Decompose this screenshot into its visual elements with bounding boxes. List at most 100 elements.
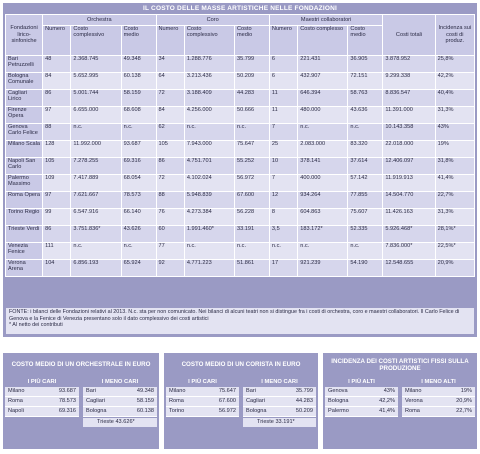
mini-table: Milano 75.647 Roma 67.600 Torino 56.972 bbox=[166, 387, 239, 417]
table-cell: 11 bbox=[268, 89, 299, 107]
fondazione-name: Cagliari Lirico bbox=[4, 89, 44, 107]
table-cell: n.c. bbox=[234, 123, 270, 141]
city-value: 35.799 bbox=[282, 387, 316, 397]
col-head-piu-alti: I PIÙ ALTI bbox=[348, 379, 375, 385]
city-value: 69.316 bbox=[41, 406, 79, 417]
table-cell: 6.547.916 bbox=[70, 208, 122, 226]
incidenza-box: INCIDENZA DEI COSTI ARTISTICI FISSI SULL… bbox=[323, 353, 477, 449]
table-row: Genova Carlo Felice 88 n.c. n.c. 62 n.c. n.c. 7… bbox=[4, 123, 476, 141]
col-head-meno-cari: I MENO CARI bbox=[101, 379, 139, 385]
fondazione-name: Milano Scala bbox=[4, 140, 44, 158]
table-cell: 5.926.468* bbox=[382, 225, 436, 243]
list-item: Roma 22,7% bbox=[402, 406, 475, 417]
table-cell: 432.907 bbox=[297, 72, 349, 90]
table-cell: 604.863 bbox=[297, 208, 349, 226]
table-cell: 14.504.770 bbox=[382, 191, 436, 209]
table-cell: 105 bbox=[155, 140, 185, 158]
header-costo-medio: Costo medio bbox=[120, 25, 157, 56]
table-cell: 2.368.745 bbox=[70, 55, 122, 73]
table-cell: 9.299.338 bbox=[382, 72, 436, 90]
table-cell: 128 bbox=[42, 140, 72, 158]
list-item: Palermo 41,4% bbox=[325, 406, 398, 417]
table-cell: 31,3% bbox=[434, 208, 476, 226]
table-cell: 62 bbox=[155, 123, 185, 141]
corista-box: COSTO MEDIO DI UN CORISTA IN EURO I PIÙ … bbox=[164, 353, 318, 449]
list-item: Milano 93.687 bbox=[5, 387, 79, 397]
mini-table: Milano 19% Verona 20,9% Roma 22,7% bbox=[402, 387, 475, 417]
table-row: Verona Arena 104 6.856.193 65.924 92 4.771.22… bbox=[4, 259, 476, 277]
table-cell: 6 bbox=[268, 72, 299, 90]
fondazione-name: Napoli San Carlo bbox=[4, 157, 44, 175]
table-cell: 8.836.547 bbox=[382, 89, 436, 107]
list-item: Verona 20,9% bbox=[402, 396, 475, 407]
city-name: Bari bbox=[243, 387, 283, 397]
table-cell: n.c. bbox=[70, 242, 122, 260]
table-cell: 17 bbox=[268, 259, 299, 277]
table-cell: 934.264 bbox=[297, 191, 349, 209]
table-cell: 68.054 bbox=[120, 174, 157, 192]
header-fondazioni: Fondazioni lirico-sinfoniche bbox=[4, 14, 44, 56]
header-incidenza: Incidenza sui costi di produz. bbox=[434, 14, 476, 56]
list-item: Roma 67.600 bbox=[166, 396, 239, 407]
table-cell: 44.283 bbox=[234, 89, 270, 107]
table-cell: n.c. bbox=[297, 242, 349, 260]
col-head-piu-cari: I PIÙ CARI bbox=[27, 379, 57, 385]
list-item: Milano 19% bbox=[402, 387, 475, 397]
table-cell: 4.771.223 bbox=[183, 259, 236, 277]
table-row: Palermo Massimo 109 7.417.889 68.054 72 4.102… bbox=[4, 174, 476, 192]
city-value: 60.138 bbox=[122, 406, 157, 417]
cost-table: Fondazioni lirico-sinfoniche Orchestra C… bbox=[4, 14, 476, 277]
table-cell: 51.861 bbox=[234, 259, 270, 277]
footnote: * Al netto dei contributi bbox=[9, 322, 63, 329]
table-cell: 69.316 bbox=[120, 157, 157, 175]
city-value: 67.600 bbox=[201, 396, 239, 407]
col-head-meno-alti: I MENO ALTI bbox=[421, 379, 456, 385]
table-cell: 72.151 bbox=[347, 72, 384, 90]
table-cell: n.c. bbox=[120, 242, 157, 260]
fondazione-name: Palermo Massimo bbox=[4, 174, 44, 192]
table-row: Venezia Fenice 111 n.c. n.c. 77 n.c. n.c. n.c. n… bbox=[4, 242, 476, 260]
table-cell: 1.991.460* bbox=[183, 225, 236, 243]
city-value: 44.283 bbox=[282, 396, 316, 407]
table-cell: n.c. bbox=[234, 242, 270, 260]
table-cell: 11.919.913 bbox=[382, 174, 436, 192]
city-value: 58.159 bbox=[122, 396, 157, 407]
city-name: Cagliari bbox=[243, 396, 283, 407]
header-numero: Numero bbox=[268, 25, 299, 56]
table-cell: 4.256.000 bbox=[183, 106, 236, 124]
table-cell: 7.836.000* bbox=[382, 242, 436, 260]
table-row: Cagliari Lirico 86 5.001.744 58.159 72 3.188.… bbox=[4, 89, 476, 107]
table-cell: 83.320 bbox=[347, 140, 384, 158]
table-cell: n.c. bbox=[70, 123, 122, 141]
list-item: Genova 43% bbox=[325, 387, 398, 397]
table-cell: 64 bbox=[155, 72, 185, 90]
table-cell: 50.666 bbox=[234, 106, 270, 124]
list-item: Cagliari 44.283 bbox=[243, 396, 316, 407]
city-name: Roma bbox=[5, 396, 42, 407]
table-cell: 36.905 bbox=[347, 55, 384, 73]
list-item: Roma 78.573 bbox=[5, 396, 79, 407]
table-cell: 55.252 bbox=[234, 157, 270, 175]
table-cell: 12 bbox=[268, 191, 299, 209]
table-cell: 56.228 bbox=[234, 208, 270, 226]
table-cell: 7 bbox=[268, 174, 299, 192]
header-costo-complessivo: Costo complessivo bbox=[70, 25, 122, 56]
table-cell: 3.751.836* bbox=[70, 225, 122, 243]
table-cell: 3.213.436 bbox=[183, 72, 236, 90]
fondazione-name: Torino Regio bbox=[4, 208, 44, 226]
table-cell: 11 bbox=[268, 106, 299, 124]
table-title: IL COSTO DELLE MASSE ARTISTICHE NELLE FO… bbox=[142, 5, 337, 12]
table-cell: 77.855 bbox=[347, 191, 384, 209]
city-value: 78.573 bbox=[41, 396, 79, 407]
table-cell: 5.001.744 bbox=[70, 89, 122, 107]
table-cell: 109 bbox=[42, 174, 72, 192]
col-head-meno-cari: I MENO CARI bbox=[261, 379, 298, 385]
table-cell: 11.426.163 bbox=[382, 208, 436, 226]
city-name: Milano bbox=[166, 387, 202, 397]
table-cell: 57.142 bbox=[347, 174, 384, 192]
table-cell: 72 bbox=[155, 89, 185, 107]
header-costo-medio: Costo medio bbox=[347, 25, 384, 56]
table-cell: 7.417.889 bbox=[70, 174, 122, 192]
table-cell: 84 bbox=[155, 106, 185, 124]
cost-table-panel: IL COSTO DELLE MASSE ARTISTICHE NELLE FO… bbox=[3, 3, 477, 337]
